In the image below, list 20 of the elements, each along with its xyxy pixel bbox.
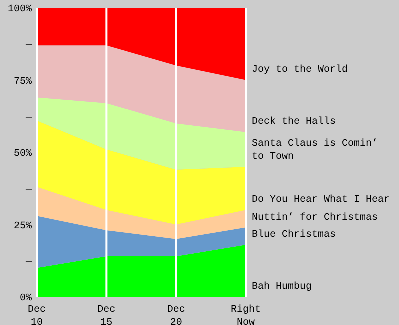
x-tick-label: Dec 10 — [28, 305, 46, 325]
y-tick-label: 0% — [20, 294, 32, 304]
y-tick-label: 75% — [14, 76, 32, 88]
y-tick-label: — — [24, 185, 33, 196]
y-tick-label: — — [24, 112, 33, 124]
series-label: Deck the Halls — [252, 116, 336, 128]
series-label: Santa Claus is Comin’ to Town — [252, 138, 378, 163]
y-tick-label: 100% — [8, 4, 32, 16]
y-tick-label: — — [24, 257, 33, 268]
y-tick-label: — — [24, 40, 33, 52]
series-label: Joy to the World — [252, 64, 348, 76]
x-tick-label: Dec 15 — [98, 305, 116, 325]
x-tick-label: Right Now — [230, 304, 262, 325]
x-tick-label: Dec 20 — [167, 305, 186, 325]
series-label: Blue Christmas — [252, 229, 336, 241]
series-label: Bah Humbug — [252, 281, 312, 293]
series-label: Nuttin’ for Christmas — [252, 212, 378, 224]
series-label: Do You Hear What I Hear — [252, 194, 390, 206]
y-tick-label: 25% — [14, 221, 32, 232]
y-tick-label: 50% — [14, 149, 32, 160]
